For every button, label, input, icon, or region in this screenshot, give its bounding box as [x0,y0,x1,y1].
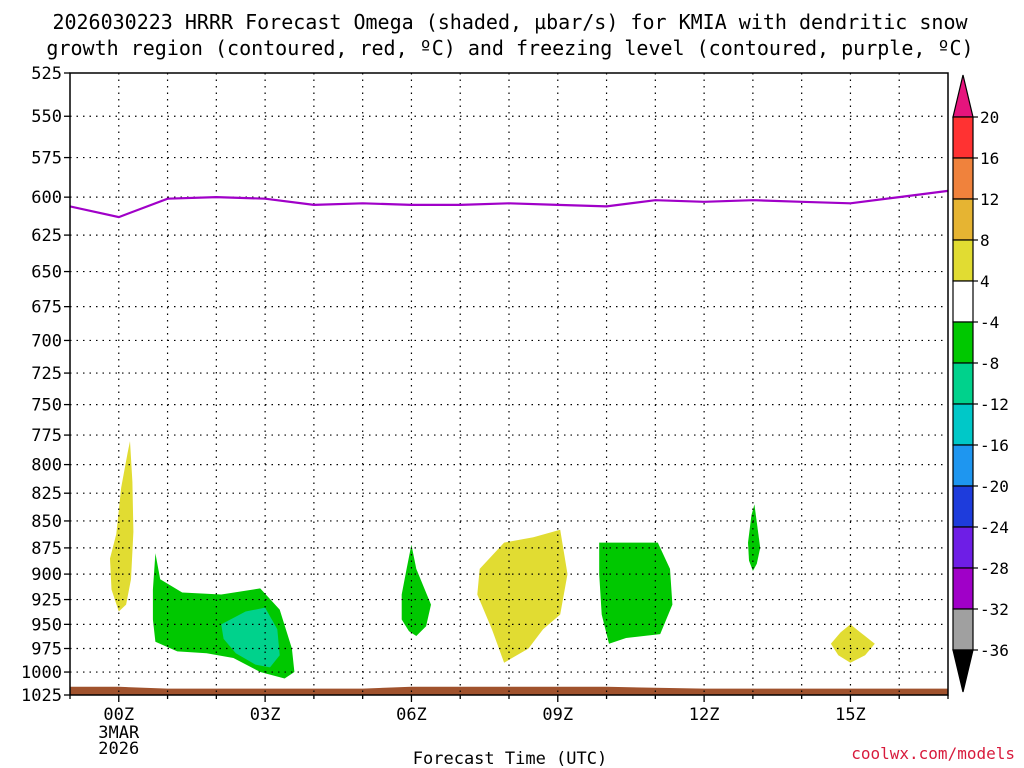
colorbar-bin-8 [952,444,974,487]
omega-region-yellow-plume-00z [110,441,134,612]
credit-text: coolwx.com/models [851,744,1015,763]
colorbar-label-1: 16 [980,149,999,168]
y-tick-label-1000: 1000 [21,663,62,683]
colorbar-label-4: 4 [980,272,990,291]
colorbar-bin-10 [952,526,974,569]
colorbar-label-2: 12 [980,190,999,209]
colorbar-bin-3 [952,239,974,282]
colorbar-bin-2 [952,198,974,241]
y-tick-label-625: 625 [31,226,62,246]
y-tick-label-700: 700 [31,331,62,351]
colorbar-label-3: 8 [980,231,990,250]
x-tick-label-00Z: 00Z [103,705,134,725]
y-tick-label-525: 525 [31,64,62,84]
y-tick-label-800: 800 [31,456,62,476]
colorbar-bin-5 [952,321,974,364]
y-tick-label-975: 975 [31,640,62,660]
y-tick-label-925: 925 [31,591,62,611]
colorbar-label-5: -4 [980,313,999,332]
x-tick-label-06Z: 06Z [396,705,427,725]
colorbar-label-6: -8 [980,354,999,373]
colorbar-bin-7 [952,403,974,446]
y-tick-label-650: 650 [31,263,62,283]
colorbar-bin-12 [952,608,974,651]
y-tick-label-950: 950 [31,615,62,635]
colorbar-label-9: -20 [980,477,1009,496]
chart-title-line-2: growth region (contoured, red, ºC) and f… [46,36,973,60]
x-tick-label-09Z: 09Z [542,705,573,725]
x-tick-sublabel-3MAR: 3MAR [98,723,140,743]
plot-area [70,73,948,695]
colorbar-label-8: -16 [980,436,1009,455]
colorbar-bin-6 [952,362,974,405]
chart-title-line-1: 2026030223 HRRR Forecast Omega (shaded, … [52,10,968,34]
y-tick-label-900: 900 [31,565,62,585]
y-tick-label-850: 850 [31,512,62,532]
plot-content [70,73,948,695]
y-tick-label-875: 875 [31,539,62,559]
y-tick-label-725: 725 [31,364,62,384]
colorbar-bin-11 [952,567,974,610]
y-tick-label-775: 775 [31,426,62,446]
x-tick-label-03Z: 03Z [250,705,281,725]
colorbar-label-13: -36 [980,641,1009,660]
colorbar-label-12: -32 [980,600,1009,619]
omega-region-green-spike-06z [401,544,431,636]
x-tick-sublabel-2026: 2026 [98,739,139,759]
colorbar-top-arrow [952,74,974,118]
colorbar-bin-9 [952,485,974,528]
omega-region-yellow-blob-08z [477,529,568,663]
y-tick-label-600: 600 [31,188,62,208]
y-tick-label-1025: 1025 [21,686,62,706]
y-tick-label-550: 550 [31,107,62,127]
colorbar-bin-1 [952,157,974,200]
y-tick-label-750: 750 [31,396,62,416]
y-tick-label-675: 675 [31,298,62,318]
x-tick-label-15Z: 15Z [835,705,866,725]
colorbar-bottom-arrow [952,649,974,693]
freezing-level-line [70,189,948,219]
y-tick-label-575: 575 [31,149,62,169]
colorbar: 20 16 12 8 4 -4 -8 -12 -16 -20 -24 -28 -32 -36 [952,74,1009,693]
colorbar-bin-0 [952,116,974,159]
omega-region-green-spike-13z [748,504,761,571]
axes: 525 550 575 600 625 650 675 700 725 750 775 800 825 8… [21,64,949,759]
omega-region-yellow-small-15z [830,624,875,663]
colorbar-label-10: -24 [980,518,1009,537]
omega-region-green-box-10z [599,542,673,644]
y-tick-label-825: 825 [31,484,62,504]
colorbar-label-0: 20 [980,108,999,127]
x-axis-label: Forecast Time (UTC) [413,749,607,768]
colorbar-label-7: -12 [980,395,1009,414]
colorbar-label-11: -28 [980,559,1009,578]
x-tick-label-12Z: 12Z [689,705,720,725]
colorbar-bin-4 [952,280,974,323]
